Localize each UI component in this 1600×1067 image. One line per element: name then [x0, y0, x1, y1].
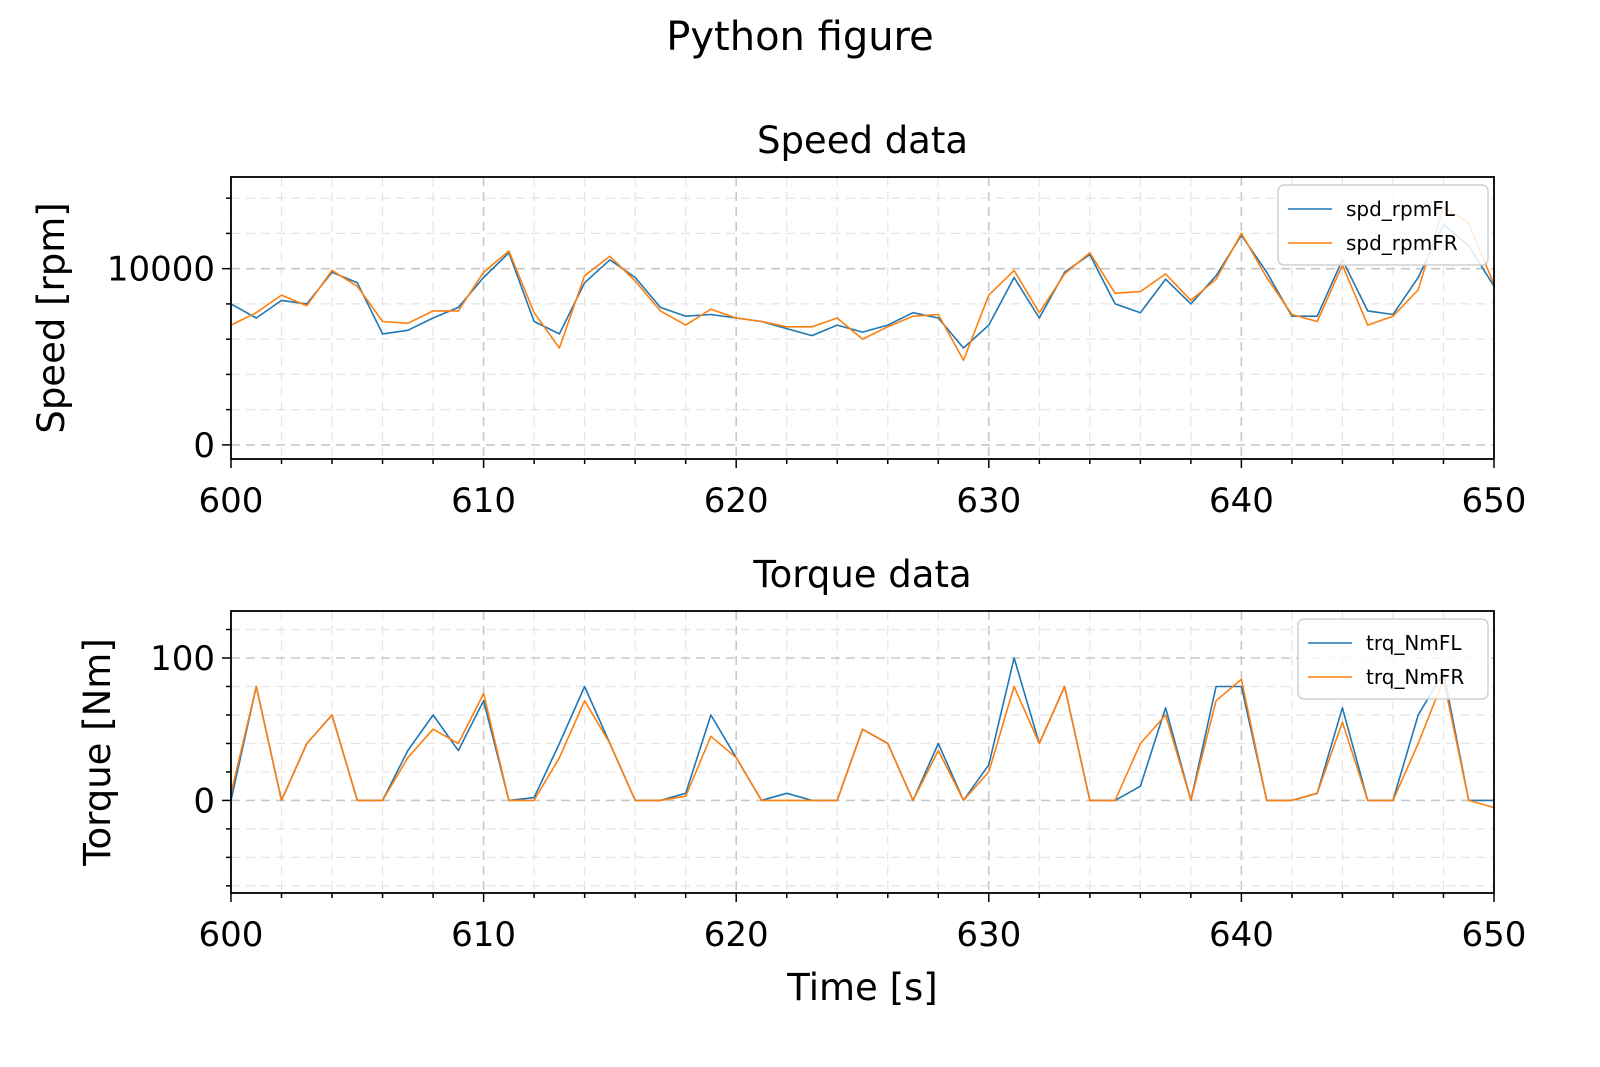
torque-x-tick-label: 630 — [956, 915, 1021, 955]
speed-x-tick-label: 640 — [1209, 481, 1274, 521]
speed-x-tick-label: 650 — [1462, 481, 1527, 521]
torque-chart-title: Torque data — [752, 553, 971, 596]
speed-series-spd_rpmFR — [230, 206, 1495, 362]
torque-legend-box — [1297, 618, 1489, 700]
torque-x-tick-label: 610 — [451, 915, 516, 955]
speed-legend-box — [1277, 184, 1489, 266]
speed-y-axis-label: Speed [rpm] — [30, 202, 73, 433]
figure-title: Python figure — [666, 14, 934, 60]
speed-y-tick-label: 10000 — [107, 250, 215, 290]
speed-legend-label: spd_rpmFL — [1346, 197, 1456, 221]
speed-x-tick-label: 600 — [199, 481, 264, 521]
speed-y-tick-label: 0 — [193, 426, 215, 466]
torque-legend-label: trq_NmFL — [1366, 631, 1462, 655]
torque-y-tick-label: 0 — [193, 781, 215, 821]
torque-x-tick-label: 600 — [199, 915, 264, 955]
torque-y-axis-label: Torque [Nm] — [76, 638, 119, 867]
speed-axes: 600 610 620 630 640 650 0 10000 Speed data Speed … — [30, 119, 1526, 521]
speed-legend-label: spd_rpmFR — [1346, 231, 1458, 255]
speed-x-tick-label: 610 — [451, 481, 516, 521]
torque-x-axis-label: Time [s] — [786, 966, 937, 1009]
speed-legend: spd_rpmFL spd_rpmFR — [1277, 184, 1489, 266]
speed-axes-frame — [230, 176, 1495, 460]
torque-x-tick-label: 620 — [704, 915, 769, 955]
torque-x-tick-label: 640 — [1209, 915, 1274, 955]
torque-axes-frame — [230, 610, 1495, 894]
speed-x-tick-label: 620 — [704, 481, 769, 521]
torque-legend: trq_NmFL trq_NmFR — [1297, 618, 1489, 700]
torque-axes: 600 610 620 630 640 650 0 100 Torque data Torque … — [76, 553, 1526, 1009]
torque-series-trq_NmFR — [230, 678, 1495, 809]
torque-legend-label: trq_NmFR — [1366, 665, 1464, 689]
torque-y-tick-label: 100 — [150, 639, 215, 679]
speed-x-tick-label: 630 — [956, 481, 1021, 521]
speed-chart-title: Speed data — [757, 119, 968, 162]
torque-x-tick-label: 650 — [1462, 915, 1527, 955]
